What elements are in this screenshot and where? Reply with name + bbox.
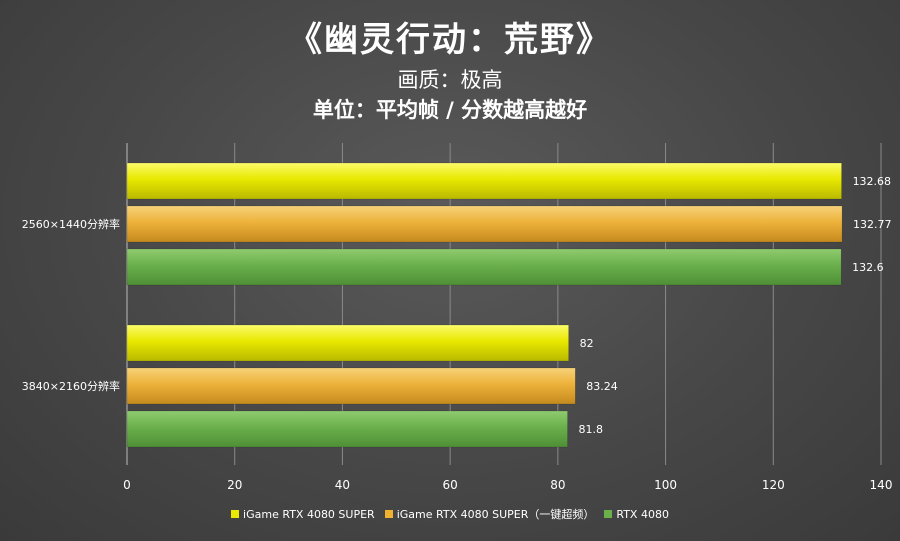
category-label: 3840×2160分辨率 xyxy=(22,379,120,393)
chart-title: 《幽灵行动：荒野》 xyxy=(288,20,612,60)
legend-swatch xyxy=(604,510,613,518)
x-tick-label: 80 xyxy=(550,478,565,492)
legend-item: iGame RTX 4080 SUPER xyxy=(231,506,375,522)
legend-label: RTX 4080 xyxy=(616,507,669,521)
category-label: 2560×1440分辨率 xyxy=(22,217,120,231)
x-tick-label: 100 xyxy=(654,478,677,492)
x-tick-label: 120 xyxy=(762,478,785,492)
legend-swatch xyxy=(384,510,393,518)
legend-item: iGame RTX 4080 SUPER（一键超频） xyxy=(384,506,595,522)
bar-value-label: 132.68 xyxy=(853,175,892,188)
legend-label: iGame RTX 4080 SUPER（一键超频） xyxy=(396,508,595,521)
x-tick-label: 40 xyxy=(335,478,350,492)
x-tick-label: 60 xyxy=(443,478,458,492)
chart-subtitle-quality: 画质：极高 xyxy=(397,68,503,92)
legend-label: iGame RTX 4080 SUPER xyxy=(243,507,375,521)
bar-value-label: 81.8 xyxy=(579,423,604,436)
bar-value-label: 82 xyxy=(580,337,594,350)
bar-value-label: 132.77 xyxy=(853,218,892,231)
x-tick-label: 20 xyxy=(227,478,242,492)
chart-subtitle-unit: 单位：平均帧 / 分数越高越好 xyxy=(312,98,588,122)
bar xyxy=(126,248,842,286)
x-tick-label: 140 xyxy=(870,478,893,492)
bar-value-label: 83.24 xyxy=(586,380,618,393)
x-tick-label: 0 xyxy=(123,478,131,492)
bar-value-label: 132.6 xyxy=(852,261,884,274)
legend: iGame RTX 4080 SUPER iGame RTX 4080 SUPER… xyxy=(0,506,900,522)
bar xyxy=(126,162,842,200)
legend-swatch xyxy=(231,510,240,518)
bar xyxy=(126,324,569,362)
bar xyxy=(126,205,843,243)
bar xyxy=(126,410,568,448)
bar xyxy=(126,367,576,405)
legend-item: RTX 4080 xyxy=(604,506,669,522)
